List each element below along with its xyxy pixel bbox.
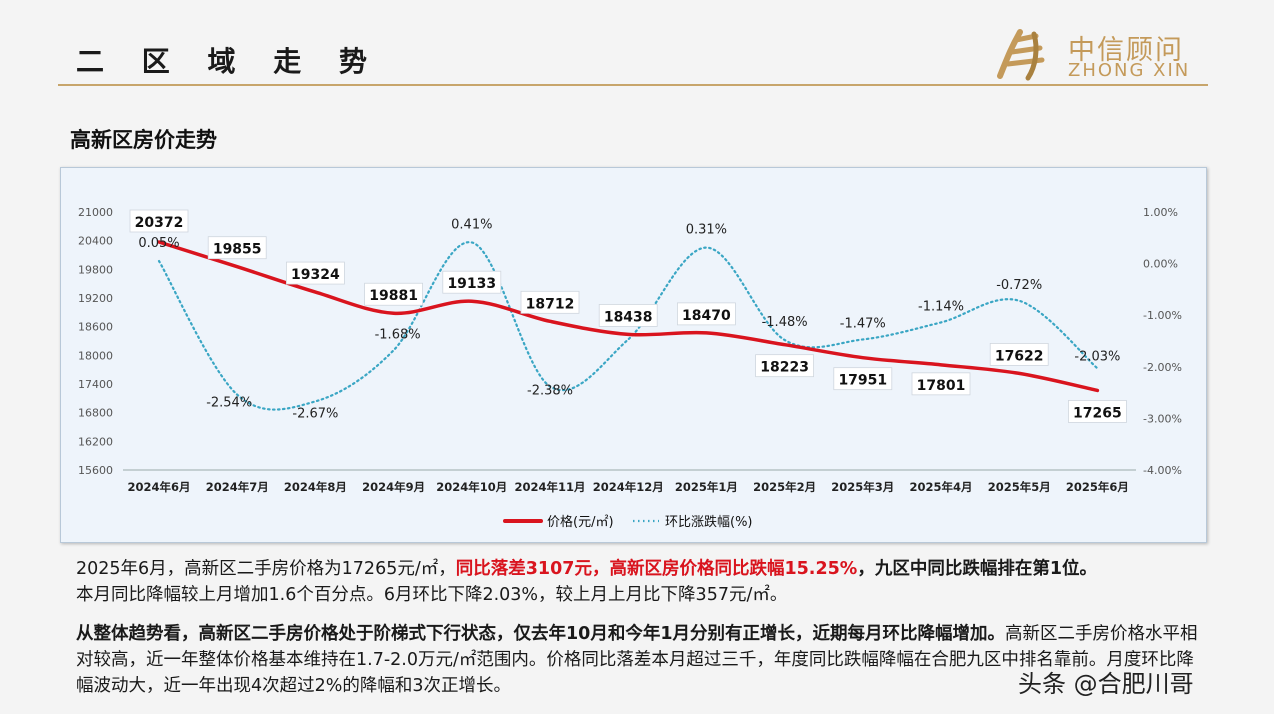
y-left-tick-7: 19800 xyxy=(78,263,113,276)
y-right-tick-1: 0.00% xyxy=(1143,258,1178,271)
price-data-label-3: 19881 xyxy=(369,288,418,304)
x-tick-3: 2024年9月 xyxy=(362,480,425,494)
price-label-box-0 xyxy=(129,209,189,233)
y-left-tick-8: 20400 xyxy=(78,235,113,248)
header: 二 区 域 走 势 中信顾问 ZHONG XIN xyxy=(0,0,1274,88)
pct-data-label-12: -2.03% xyxy=(1074,349,1120,364)
series-price-line xyxy=(157,240,1100,393)
y-left-tick-3: 17400 xyxy=(78,378,113,391)
y-right-tick-2: -1.00% xyxy=(1143,309,1182,322)
y-right-tick-0: 1.00% xyxy=(1143,206,1178,219)
price-data-label-10: 17801 xyxy=(917,378,966,394)
y-left-tick-9: 21000 xyxy=(78,206,113,219)
x-tick-6: 2024年12月 xyxy=(593,480,664,494)
price-label-box-11 xyxy=(989,342,1049,366)
price-label-box-10 xyxy=(911,372,971,396)
x-tick-9: 2025年3月 xyxy=(831,480,894,494)
y-left-tick-4: 18000 xyxy=(78,349,113,362)
price-label-box-4 xyxy=(442,270,502,294)
price-data-label-0: 20372 xyxy=(135,215,184,231)
y-left-tick-1: 16200 xyxy=(78,435,113,448)
p1-text-d: 本月同比降幅较上月增加1.6个百分点。6月环比下降2.03%，较上月上月比下降3… xyxy=(76,585,788,605)
price-label-box-8 xyxy=(755,354,814,378)
price-data-label-8: 18223 xyxy=(760,360,809,376)
x-tick-1: 2024年7月 xyxy=(206,480,269,494)
legend-price-label: 价格(元/㎡) xyxy=(547,514,614,530)
p2-text-a: 从整体趋势看，高新区二手房价格处于阶梯式下行状态，仅去年10月和今年1月分别有正… xyxy=(76,624,1006,644)
y-right-tick-4: -3.00% xyxy=(1143,412,1182,425)
p1-text-c: ，九区中同比跌幅排在第1位。 xyxy=(857,559,1098,579)
summary-paragraph-2: 从整体趋势看，高新区二手房价格处于阶梯式下行状态，仅去年10月和今年1月分别有正… xyxy=(76,621,1211,699)
price-label-box-6 xyxy=(598,304,658,327)
price-label-box-1 xyxy=(207,236,267,260)
price-data-label-5: 18712 xyxy=(526,296,575,312)
price-label-box-2 xyxy=(285,261,345,285)
chart-container: 15600 16200 16800 17400 18000 18600 19200 19800… xyxy=(60,167,1207,543)
x-tick-7: 2025年1月 xyxy=(675,480,738,494)
price-label-box-5 xyxy=(520,290,580,314)
header-divider xyxy=(58,84,1208,86)
logo-mark-icon xyxy=(997,29,1045,81)
pct-data-label-0: 0.05% xyxy=(138,236,179,251)
summary-paragraph-1: 2025年6月，高新区二手房价格为17265元/㎡，同比落差3107元，高新区房… xyxy=(76,556,1211,608)
price-label-box-12 xyxy=(1068,400,1127,423)
pct-data-label-10: -1.14% xyxy=(918,299,964,314)
y-left-tick-6: 19200 xyxy=(78,292,113,305)
pct-data-label-7: 0.31% xyxy=(686,223,727,238)
price-label-box-3 xyxy=(364,282,424,306)
price-label-box-7 xyxy=(677,302,736,326)
section-title: 二 区 域 走 势 xyxy=(76,45,381,78)
series-pct-line xyxy=(157,241,1099,411)
chart-title: 高新区房价走势 xyxy=(70,128,217,152)
price-data-label-7: 18470 xyxy=(682,308,731,324)
x-tick-4: 2024年10月 xyxy=(436,480,507,494)
pct-data-label-4: 0.41% xyxy=(451,217,492,232)
p1-text-a: 2025年6月，高新区二手房价格为17265元/㎡， xyxy=(76,559,456,579)
price-label-box-9 xyxy=(833,367,893,391)
x-tick-12: 2025年6月 xyxy=(1066,480,1129,494)
price-data-label-11: 17622 xyxy=(995,348,1044,364)
pct-data-label-2: -2.67% xyxy=(292,406,338,421)
pct-data-label-9: -1.47% xyxy=(840,316,886,331)
x-tick-2: 2024年8月 xyxy=(284,480,347,494)
x-tick-0: 2024年6月 xyxy=(127,480,190,494)
company-logo: 中信顾问 ZHONG XIN xyxy=(990,26,1210,86)
pct-data-label-3: -1.68% xyxy=(375,327,421,342)
pct-data-label-8: -1.48% xyxy=(762,315,808,330)
y-left-tick-5: 18600 xyxy=(78,321,113,334)
price-data-label-6: 18438 xyxy=(604,309,653,325)
pct-data-label-11: -0.72% xyxy=(996,278,1042,293)
p1-highlight: 同比落差3107元，高新区房价格同比跌幅15.25% xyxy=(455,559,858,579)
watermark-text: 头条 @合肥川哥 xyxy=(1018,670,1194,698)
price-data-label-9: 17951 xyxy=(838,373,887,389)
p2-text-b: 高新区二手房价格水平相对较高，近一年整体价格基本维持在1.7-2.0万元/㎡范围… xyxy=(76,624,1198,696)
price-data-label-12: 17265 xyxy=(1073,405,1122,421)
legend-pct-label: 环比涨跌幅(%) xyxy=(665,514,753,530)
pct-data-label-5: -2.38% xyxy=(527,383,573,398)
y-right-tick-3: -2.00% xyxy=(1143,361,1182,374)
price-data-label-1: 19855 xyxy=(213,242,262,258)
y-left-tick-0: 15600 xyxy=(78,464,113,477)
y-right-tick-5: -4.00% xyxy=(1143,464,1182,477)
price-trend-chart: 15600 16200 16800 17400 18000 18600 19200 19800… xyxy=(78,206,1182,530)
x-tick-8: 2025年2月 xyxy=(753,480,816,494)
x-tick-5: 2024年11月 xyxy=(514,480,585,494)
logo-text-cn: 中信顾问 xyxy=(1068,35,1184,66)
y-left-tick-2: 16800 xyxy=(78,407,113,420)
pct-data-label-1: -2.54% xyxy=(206,396,252,411)
price-data-label-2: 19324 xyxy=(291,267,340,283)
logo-text-en: ZHONG XIN xyxy=(1068,60,1191,81)
x-tick-11: 2025年5月 xyxy=(988,480,1051,494)
price-data-label-4: 19133 xyxy=(447,276,496,292)
x-tick-10: 2025年4月 xyxy=(909,480,972,494)
